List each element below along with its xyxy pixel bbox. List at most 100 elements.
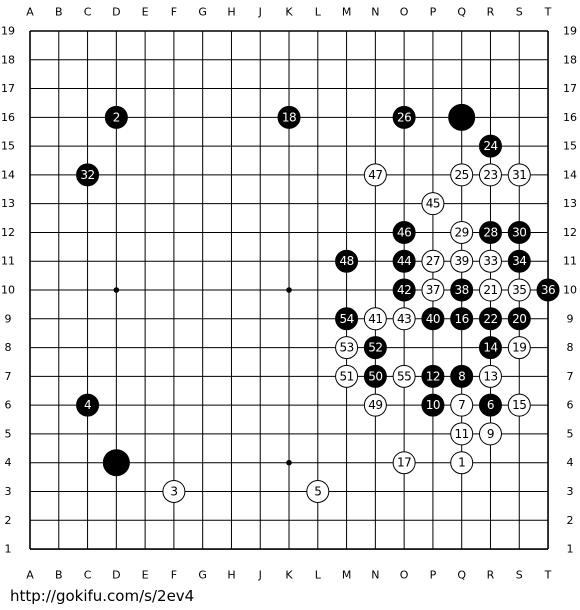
column-label: E	[142, 6, 149, 19]
move-number: 50	[368, 369, 382, 383]
black-stone	[335, 307, 359, 331]
move-number: 1	[458, 456, 465, 470]
row-label: 17	[1, 82, 15, 95]
row-label: 14	[563, 168, 577, 181]
row-label: 6	[5, 399, 12, 412]
black-stone	[363, 336, 387, 360]
column-label: L	[315, 6, 322, 19]
move-number: 30	[512, 225, 526, 239]
move-number: 11	[455, 427, 469, 441]
black-stone	[478, 307, 502, 331]
column-label: M	[342, 569, 352, 582]
row-label: 2	[567, 514, 574, 527]
column-label: P	[430, 569, 437, 582]
row-label: 18	[1, 53, 15, 66]
move-number: 51	[339, 369, 353, 383]
black-stone	[450, 278, 474, 302]
column-label: R	[487, 569, 495, 582]
black-stone	[478, 220, 502, 244]
black-stone	[392, 220, 416, 244]
column-label: O	[400, 6, 409, 19]
move-number: 41	[368, 312, 382, 326]
black-stone	[507, 307, 531, 331]
move-number: 2	[113, 110, 120, 124]
move-number: 9	[487, 427, 494, 441]
white-stone	[392, 307, 416, 331]
white-stone	[450, 451, 474, 475]
black-stone	[277, 105, 301, 129]
row-label: 5	[567, 427, 574, 440]
move-number: 45	[426, 197, 440, 211]
column-label: G	[198, 6, 207, 19]
move-number: 3	[170, 484, 177, 498]
row-label: 3	[567, 485, 574, 498]
column-label: H	[227, 569, 235, 582]
row-label: 18	[563, 53, 577, 66]
row-label: 19	[563, 25, 577, 38]
move-number: 5	[314, 484, 321, 498]
move-number: 39	[455, 254, 469, 268]
move-number: 8	[458, 369, 465, 383]
column-label: N	[371, 569, 379, 582]
row-label: 4	[567, 456, 574, 469]
white-stone	[450, 163, 474, 187]
column-label: C	[84, 569, 92, 582]
move-number: 52	[368, 341, 382, 355]
column-label: B	[55, 6, 63, 19]
row-label: 14	[1, 168, 15, 181]
move-number: 49	[368, 398, 382, 412]
black-stone	[102, 449, 130, 477]
column-label: Q	[457, 569, 466, 582]
row-label: 9	[5, 312, 12, 325]
white-stone	[478, 278, 502, 302]
white-stone	[363, 393, 387, 417]
move-number: 20	[512, 312, 526, 326]
move-number: 43	[397, 312, 411, 326]
column-label: R	[487, 6, 495, 19]
column-label: T	[544, 6, 552, 19]
column-label: S	[516, 6, 523, 19]
black-stone	[421, 364, 445, 388]
white-stone	[478, 163, 502, 187]
move-number: 46	[397, 225, 411, 239]
url: http://gokifu.com/s/2ev4	[10, 587, 194, 605]
row-label: 12	[1, 226, 15, 239]
white-stone	[421, 249, 445, 273]
row-label: 11	[1, 255, 15, 268]
column-label: C	[84, 6, 92, 19]
column-label: P	[430, 6, 437, 19]
white-stone	[507, 336, 531, 360]
row-label: 17	[563, 82, 577, 95]
row-label: 4	[5, 456, 12, 469]
black-stone	[478, 134, 502, 158]
row-label: 1	[567, 543, 574, 556]
white-stone	[162, 479, 186, 503]
white-stone	[306, 479, 330, 503]
move-number: 37	[426, 283, 440, 297]
white-stone	[363, 163, 387, 187]
move-number: 19	[512, 341, 526, 355]
black-stone	[478, 336, 502, 360]
row-label: 11	[563, 255, 577, 268]
white-stone	[507, 278, 531, 302]
move-number: 53	[339, 341, 353, 355]
star-point	[113, 287, 120, 293]
row-label: 12	[563, 226, 577, 239]
move-number: 12	[426, 369, 440, 383]
column-label: G	[198, 569, 207, 582]
black-stone	[450, 364, 474, 388]
black-stone	[392, 105, 416, 129]
white-stone	[507, 163, 531, 187]
move-number: 32	[80, 168, 94, 182]
move-number: 4	[84, 398, 91, 412]
column-label: N	[371, 6, 379, 19]
white-stone	[450, 422, 474, 446]
white-stone	[335, 364, 359, 388]
white-stone	[478, 249, 502, 273]
white-stone	[450, 220, 474, 244]
move-number: 54	[339, 312, 353, 326]
move-number: 28	[483, 225, 497, 239]
move-number: 34	[512, 254, 526, 268]
column-label: M	[342, 6, 352, 19]
